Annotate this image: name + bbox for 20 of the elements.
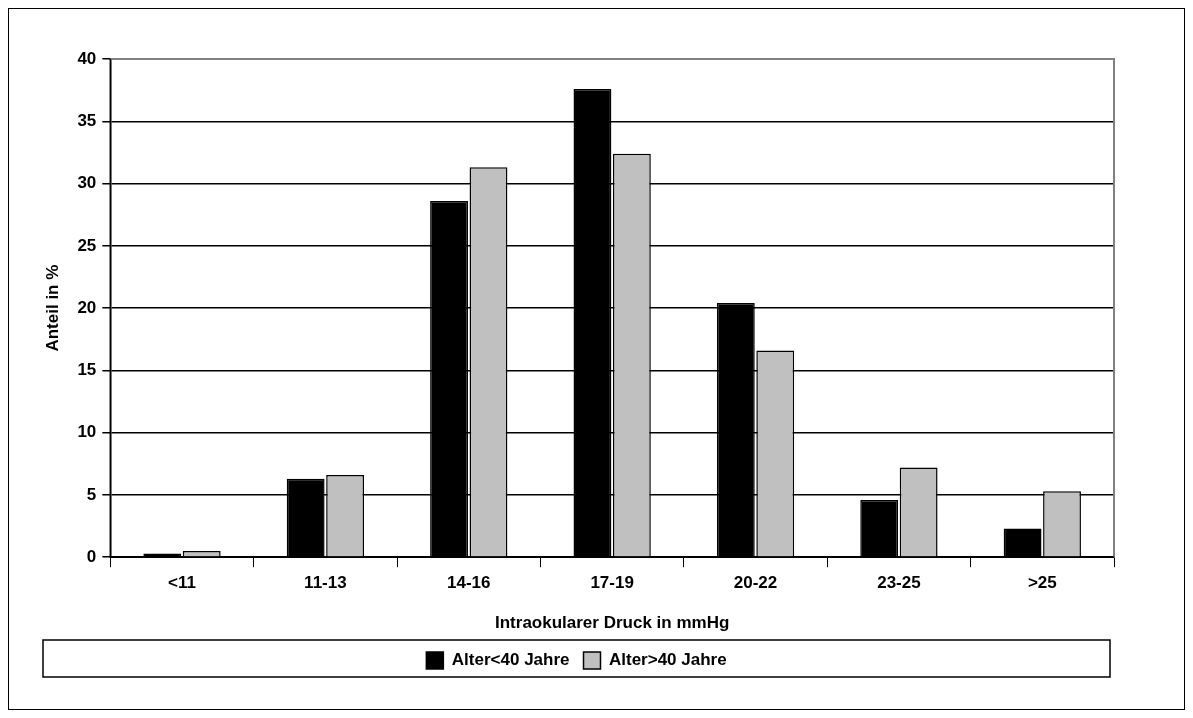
y-tick-label: 0 xyxy=(86,546,97,566)
y-tick-label: 35 xyxy=(77,110,97,130)
y-tick-label: 20 xyxy=(77,297,97,317)
x-tick-label: 14-16 xyxy=(447,573,491,593)
y-tick-label: 15 xyxy=(77,360,97,380)
y-tick-label: 5 xyxy=(86,484,97,504)
y-axis-title: Anteil in % xyxy=(42,264,62,352)
y-tick-label: 30 xyxy=(77,173,97,193)
y-tick-label: 40 xyxy=(77,48,97,68)
x-tick-label: 23-25 xyxy=(877,573,921,593)
x-tick-label: 11-13 xyxy=(304,573,347,593)
x-tick-label: <11 xyxy=(168,573,196,593)
legend-label: Alter>40 Jahre xyxy=(609,650,727,670)
x-tick-label: 17-19 xyxy=(590,573,634,593)
x-tick-label: >25 xyxy=(1027,573,1057,593)
legend-label: Alter<40 Jahre xyxy=(451,650,570,670)
x-tick-label: 20-22 xyxy=(733,573,778,593)
y-tick-label: 25 xyxy=(77,235,97,255)
y-tick-label: 10 xyxy=(77,422,97,442)
x-axis-title: Intraokularer Druck in mmHg xyxy=(495,613,730,633)
